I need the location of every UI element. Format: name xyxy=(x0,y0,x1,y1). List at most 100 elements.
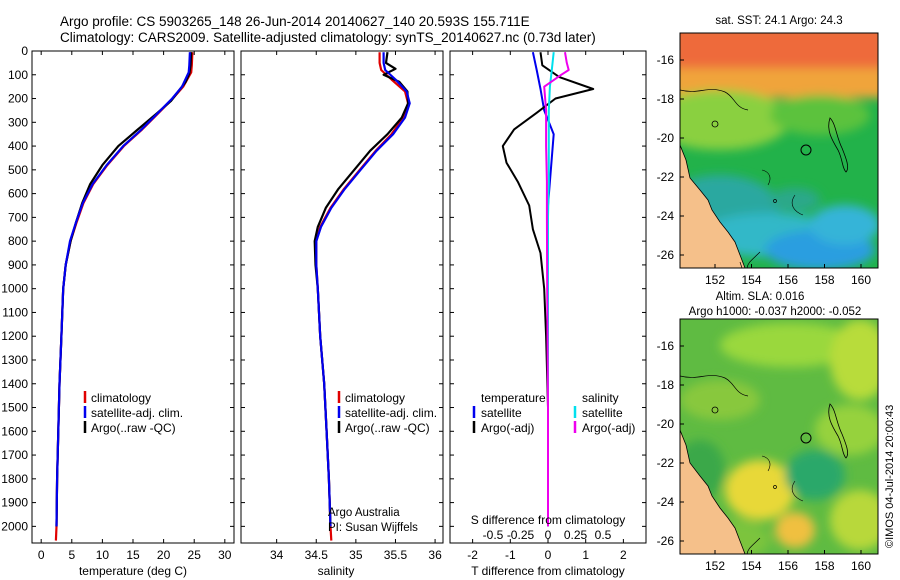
sst-map xyxy=(680,33,878,268)
s-tick-label: 0.5 xyxy=(595,528,612,542)
x-tick-label: 35.5 xyxy=(384,548,408,562)
x-tick-label: 35 xyxy=(349,548,363,562)
series-line-argo xyxy=(55,52,193,527)
x-tick-label: -1 xyxy=(505,548,516,562)
lat-tick-label: -22 xyxy=(657,456,675,470)
reef-contour xyxy=(828,117,849,173)
sla-lat-axis: -16 -18 -20 -22 -24 -26 xyxy=(657,339,684,548)
depth-tick-label: 1800 xyxy=(1,472,28,486)
lat-tick-label: -18 xyxy=(657,378,675,392)
lat-tick-label: -18 xyxy=(657,92,675,106)
depth-tick-label: 900 xyxy=(8,258,28,272)
sla-map xyxy=(680,319,878,554)
difference-legend: temperature satellite Argo(-adj) salinit… xyxy=(472,391,635,435)
pi-label: PI: Susan Wijffels xyxy=(328,522,418,534)
lon-tick-label: 152 xyxy=(705,273,725,287)
legend-t-heading: temperature xyxy=(481,391,546,405)
lon-tick-label: 154 xyxy=(741,273,761,287)
depth-tick-label: 500 xyxy=(8,163,28,177)
argo-float-marker xyxy=(800,432,812,444)
sla-lon-axis: 152 154 156 158 160 xyxy=(705,550,871,573)
lon-tick-label: 158 xyxy=(814,559,834,573)
depth-tick-label: 1000 xyxy=(1,282,28,296)
series-line-t-argo xyxy=(501,52,595,527)
temperature-xlabel: temperature (deg C) xyxy=(79,564,187,578)
header-line2: Climatology: CARS2009. Satellite-adjuste… xyxy=(60,30,596,45)
legend-t-sat-label: satellite xyxy=(481,406,522,420)
depth-tick-label: 400 xyxy=(8,139,28,153)
s-tick-label: -0.25 xyxy=(507,528,535,542)
difference-lines xyxy=(501,51,595,527)
depth-tick-label: 1300 xyxy=(1,353,28,367)
depth-tick-label: 700 xyxy=(8,210,28,224)
x-tick-label: 1 xyxy=(582,548,589,562)
argo-float-marker xyxy=(800,144,812,156)
x-tick-label: 0 xyxy=(545,548,552,562)
series-line-climatology xyxy=(54,52,194,541)
salinity-panel xyxy=(240,50,444,544)
depth-tick-label: 1200 xyxy=(1,329,28,343)
x-tick-label: 36 xyxy=(428,548,442,562)
x-tick-label: 2 xyxy=(620,548,627,562)
lat-tick-label: -20 xyxy=(657,417,675,431)
sst-map-title: sat. SST: 24.1 Argo: 24.3 xyxy=(715,15,842,27)
legend-sat-label: satellite-adj. clim. xyxy=(91,406,183,420)
sst-lat-axis: -16 -18 -20 -22 -24 -26 xyxy=(657,53,684,262)
sla-map-title1: Altim. SLA: 0.016 xyxy=(716,291,805,303)
lon-tick-label: 156 xyxy=(778,559,798,573)
sla-map-title2: Argo h1000: -0.037 h2000: -0.052 xyxy=(689,306,862,318)
series-line-satellite xyxy=(55,52,191,527)
depth-tick-label: 1900 xyxy=(1,496,28,510)
s-difference-xlabel: S difference from climatology xyxy=(471,513,626,527)
x-tick-label: 25 xyxy=(188,548,202,562)
lon-tick-label: 156 xyxy=(778,273,798,287)
lat-tick-label: -24 xyxy=(657,495,675,509)
legend-s-argo-label: Argo(-adj) xyxy=(582,421,635,435)
coastline xyxy=(680,429,746,554)
depth-tick-label: 600 xyxy=(8,187,28,201)
x-tick-label: 34 xyxy=(270,548,284,562)
depth-tick-label: 1500 xyxy=(1,401,28,415)
sst-lon-axis: 152 154 156 158 160 xyxy=(705,264,871,287)
lat-tick-label: -16 xyxy=(657,53,675,67)
lat-tick-label: -16 xyxy=(657,339,675,353)
series-line-s-argo xyxy=(543,52,570,527)
series-line-satellite xyxy=(315,52,411,527)
temperature-legend: climatology satellite-adj. clim. Argo(..… xyxy=(83,391,183,435)
x-tick-label: 20 xyxy=(157,548,171,562)
lat-tick-label: -24 xyxy=(657,209,675,223)
salinity-lines xyxy=(313,52,411,541)
coastline xyxy=(680,144,746,268)
depth-tick-label: 800 xyxy=(8,234,28,248)
depth-tick-label: 2000 xyxy=(1,519,28,533)
lat-tick-label: -20 xyxy=(657,131,675,145)
lon-tick-label: 154 xyxy=(741,559,761,573)
legend-s-heading: salinity xyxy=(582,391,619,405)
legend-sat-label: satellite-adj. clim. xyxy=(345,406,437,420)
s-tick-label: 0.25 xyxy=(564,528,588,542)
x-tick-label: 30 xyxy=(218,548,232,562)
x-tick-label: -2 xyxy=(467,548,478,562)
lon-tick-label: 160 xyxy=(851,273,871,287)
legend-clim-label: climatology xyxy=(91,391,151,405)
legend-argo-label: Argo(..raw -QC) xyxy=(345,421,430,435)
s-difference-x-axis: -0.5 -0.25 0 0.25 0.5 xyxy=(483,528,612,542)
t-difference-x-axis: -2 -1 0 1 2 xyxy=(467,51,627,562)
legend-s-sat-label: satellite xyxy=(582,406,623,420)
lon-tick-label: 158 xyxy=(814,273,834,287)
s-tick-label: -0.5 xyxy=(483,528,504,542)
temperature-lines xyxy=(54,52,194,541)
t-difference-xlabel: T difference from climatology xyxy=(471,564,625,578)
depth-tick-label: 100 xyxy=(8,68,28,82)
salinity-xlabel: salinity xyxy=(318,564,355,578)
depth-tick-label: 1100 xyxy=(2,305,28,319)
imos-stamp: ©IMOS 04-Jul-2014 20:00:43 xyxy=(884,405,896,548)
argo-australia-label: Argo Australia xyxy=(328,507,400,519)
lon-tick-label: 152 xyxy=(705,559,725,573)
x-tick-label: 0 xyxy=(38,548,45,562)
legend-t-argo-label: Argo(-adj) xyxy=(481,421,534,435)
lat-tick-label: -26 xyxy=(657,248,675,262)
lat-tick-label: -26 xyxy=(657,534,675,548)
x-tick-label: 10 xyxy=(96,548,110,562)
